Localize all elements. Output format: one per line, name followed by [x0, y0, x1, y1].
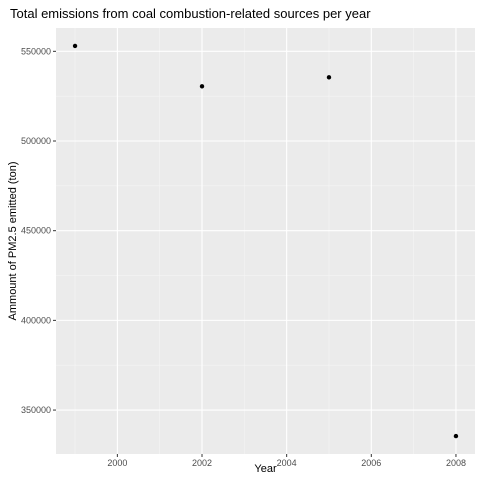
x-tick-label: 2002 [192, 458, 212, 468]
y-tick-label: 550000 [21, 46, 51, 56]
chart-title: Total emissions from coal combustion-rel… [10, 6, 371, 21]
y-tick-label: 400000 [21, 315, 51, 325]
x-axis: 2000 2002 2004 2006 2008 [107, 454, 466, 468]
y-axis: 350000 400000 450000 500000 550000 [21, 46, 56, 415]
y-tick-label: 450000 [21, 226, 51, 236]
y-tick-label: 500000 [21, 136, 51, 146]
plot-panel [56, 28, 475, 454]
y-axis-title: Ammount of PM2.5 emitted (ton) [7, 162, 19, 321]
x-tick-label: 2000 [107, 458, 127, 468]
y-tick-label: 350000 [21, 405, 51, 415]
data-point [199, 84, 205, 89]
data-point [453, 433, 459, 439]
data-point [326, 75, 332, 80]
x-tick-label: 2006 [361, 458, 381, 468]
data-point [72, 43, 78, 49]
x-tick-label: 2004 [277, 458, 297, 468]
minor-gridlines [56, 28, 475, 454]
x-axis-title: Year [254, 463, 277, 475]
x-tick-label: 2008 [446, 458, 466, 468]
major-gridlines [56, 28, 475, 454]
data-points [72, 43, 459, 439]
